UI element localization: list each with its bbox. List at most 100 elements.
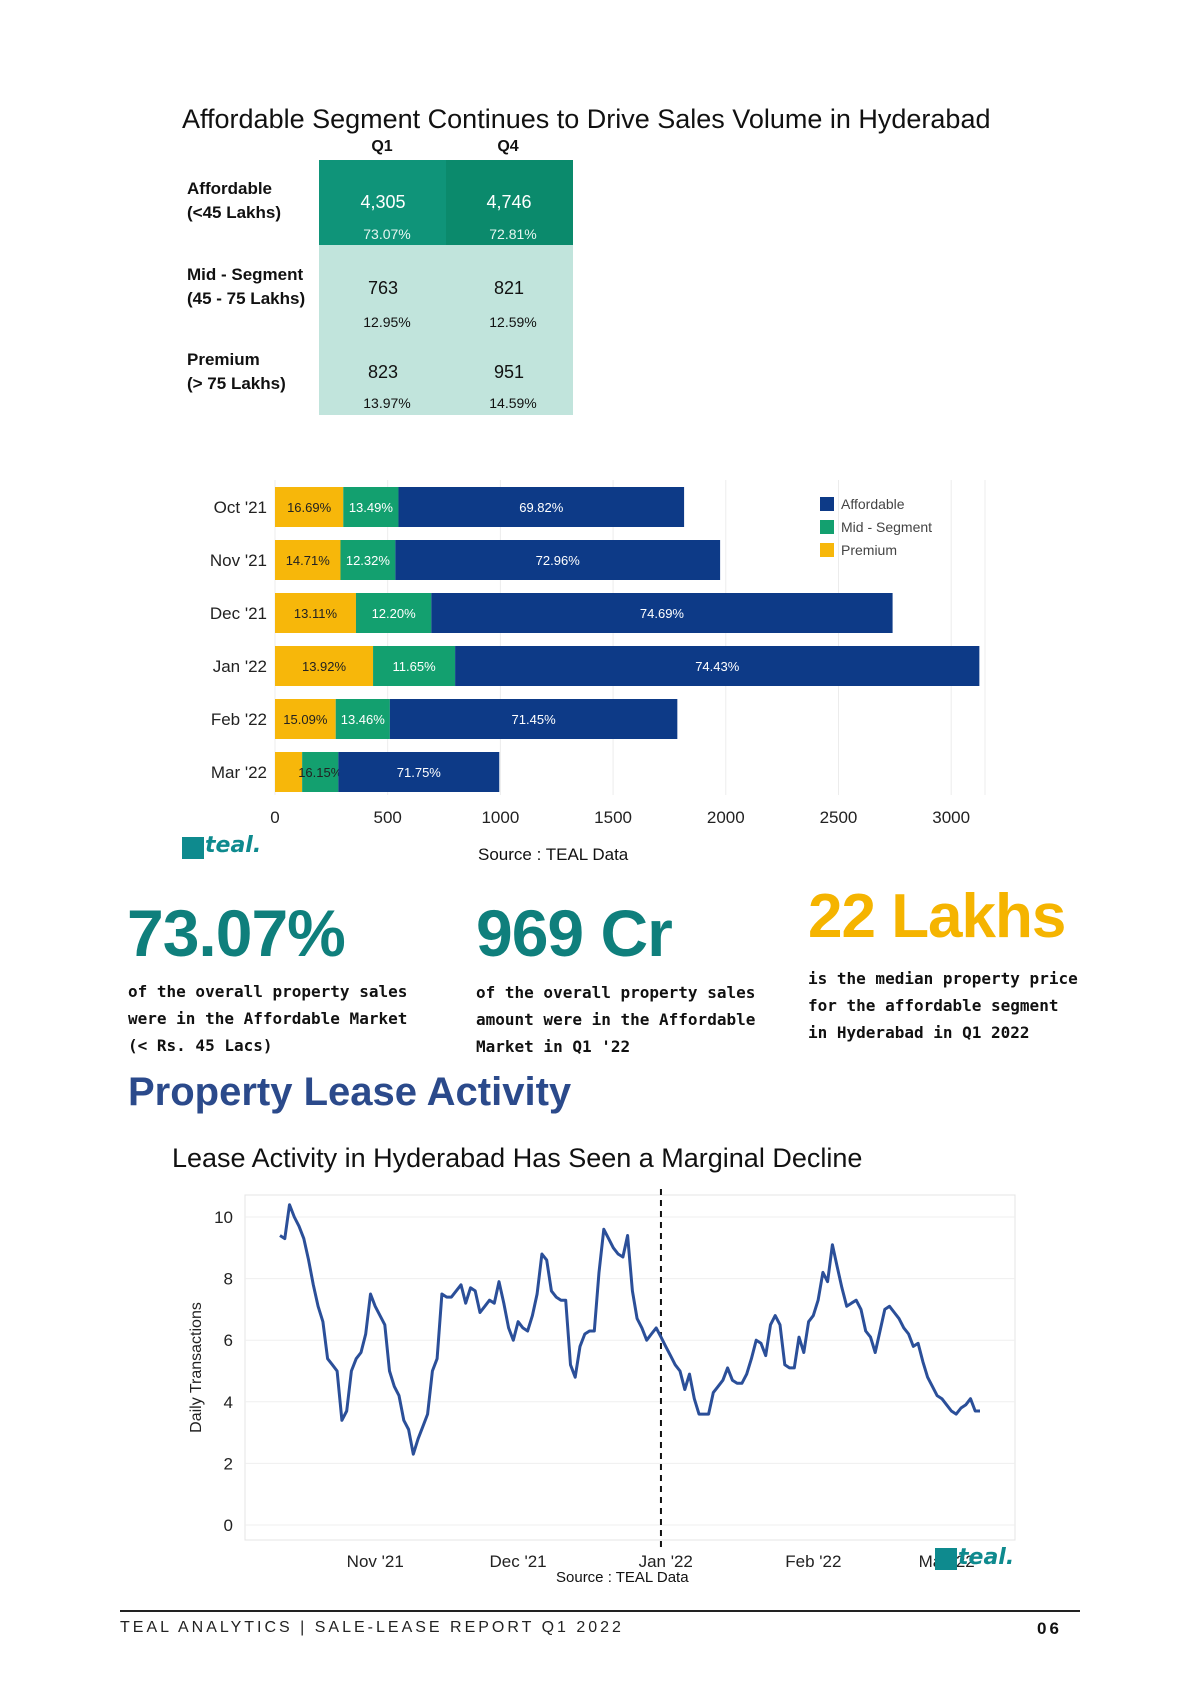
- table-cell-affordable-q1-bg: [319, 160, 446, 245]
- bar-chart-source: Source : TEAL Data: [478, 845, 629, 864]
- bar-xtick-label: 0: [270, 808, 279, 827]
- column-header-q4: Q4: [497, 138, 519, 155]
- bar-segment-affordable: [431, 593, 893, 633]
- legend-swatch: [820, 520, 834, 534]
- line-chart-source: Source : TEAL Data: [556, 1569, 689, 1586]
- bar-data-label: 71.45%: [512, 712, 557, 727]
- cell-mid-q4-pct: 12.59%: [489, 314, 537, 330]
- bar-data-label: 69.82%: [519, 500, 564, 515]
- bar-data-label: 13.11%: [294, 606, 338, 621]
- bar-segment-affordable: [398, 487, 685, 527]
- bar-category-label: Mar '22: [211, 763, 267, 782]
- line-ytick-label: 0: [224, 1516, 233, 1535]
- column-header-q1: Q1: [371, 138, 393, 155]
- bar-segment-premium: [275, 540, 341, 580]
- bar-segment-premium: [275, 646, 374, 686]
- stat-text-median-price: is the median property price for the aff…: [808, 969, 1078, 1042]
- bar-segment-mid-segment: [335, 699, 390, 739]
- table-light-bg: [319, 245, 573, 415]
- line-xtick-label: Jan '22: [639, 1552, 693, 1571]
- cell-premium-q1: 823: [367, 362, 399, 382]
- bar-segment-premium: [275, 593, 356, 633]
- line-ytick-label: 2: [224, 1454, 233, 1473]
- legend-label: Affordable: [841, 496, 905, 512]
- line-chart-title: Lease Activity in Hyderabad Has Seen a M…: [172, 1143, 863, 1173]
- line-ytick-label: 6: [224, 1331, 233, 1350]
- bar-xtick-label: 1500: [594, 808, 632, 827]
- bar-data-label: 74.69%: [640, 606, 685, 621]
- bar-segment-premium: [275, 487, 344, 527]
- bar-segment-affordable: [338, 752, 500, 792]
- teal-logo-icon: [182, 837, 204, 859]
- bar-data-label: 13.49%: [349, 500, 394, 515]
- line-xtick-label: Feb '22: [785, 1552, 841, 1571]
- bar-data-label: 14.71%: [286, 553, 331, 568]
- bar-data-label: 15.09%: [283, 712, 328, 727]
- page-number: 06: [1037, 1619, 1062, 1638]
- legend-label: Premium: [841, 542, 897, 558]
- cell-affordable-q4-pct: 72.81%: [489, 226, 537, 242]
- teal-logo-icon-2: [935, 1548, 957, 1570]
- bar-segment-affordable: [395, 540, 721, 580]
- line-ytick-label: 8: [224, 1270, 233, 1289]
- cell-mid-q1: 763: [367, 278, 399, 298]
- legend-swatch: [820, 497, 834, 511]
- bar-segment-affordable: [455, 646, 980, 686]
- row-label-mid-segment: Mid - Segment (45 - 75 Lakhs): [187, 265, 306, 308]
- bar-category-label: Nov '21: [210, 551, 267, 570]
- stat-value-median-price: 22 Lakhs: [808, 882, 1066, 951]
- cell-premium-q4: 951: [493, 362, 525, 382]
- bar-data-label: 12.20%: [372, 606, 417, 621]
- section-title: Property Lease Activity: [128, 1070, 572, 1114]
- bar-category-label: Jan '22: [213, 657, 267, 676]
- legend-label: Mid - Segment: [841, 519, 932, 535]
- stat-text-sales-amount: of the overall property sales amount wer…: [476, 983, 756, 1056]
- bar-xtick-label: 2000: [707, 808, 745, 827]
- cell-affordable-q1: 4,305: [360, 192, 406, 212]
- line-xtick-label: Dec '21: [490, 1552, 547, 1571]
- stat-value-sales-amount: 969 Cr: [476, 896, 673, 970]
- bar-segment-premium: [275, 699, 336, 739]
- bar-data-label: 13.46%: [341, 712, 386, 727]
- bar-segment-mid-segment: [302, 752, 339, 792]
- bar-data-label: 13.92%: [302, 659, 347, 674]
- bar-data-label: 12.32%: [346, 553, 391, 568]
- bar-xtick-label: 3000: [932, 808, 970, 827]
- table-title: Affordable Segment Continues to Drive Sa…: [182, 104, 991, 134]
- bar-xtick-label: 1000: [481, 808, 519, 827]
- line-xtick-label: Nov '21: [347, 1552, 404, 1571]
- stacked-bar-chart: 0 500 1000 1500 2000 2500 3000 Oct '21 16.69% 13.…: [210, 480, 986, 827]
- bar-segment-mid-segment: [355, 593, 432, 633]
- bar-segment-mid-segment: [373, 646, 456, 686]
- bar-category-label: Oct '21: [214, 498, 267, 517]
- stat-text-affordable-share: of the overall property sales were in th…: [128, 982, 408, 1055]
- stat-value-affordable-share: 73.07%: [127, 896, 346, 970]
- bar-category-label: Dec '21: [210, 604, 267, 623]
- bar-segment-premium: [275, 752, 303, 792]
- teal-logo-text-2: teal.: [958, 1545, 1015, 1570]
- bar-data-label: 16.69%: [287, 500, 332, 515]
- line-ylabel: Daily Transactions: [188, 1302, 205, 1433]
- bar-data-label: 74.43%: [695, 659, 740, 674]
- bar-xtick-label: 2500: [820, 808, 858, 827]
- cell-mid-q4: 821: [493, 278, 525, 298]
- bar-data-label: 72.96%: [536, 553, 581, 568]
- bar-data-label: 11.65%: [393, 659, 437, 674]
- bar-category-label: Feb '22: [211, 710, 267, 729]
- line-ytick-label: 4: [224, 1393, 233, 1412]
- cell-affordable-q4: 4,746: [486, 192, 532, 212]
- bar-segment-mid-segment: [343, 487, 399, 527]
- legend-swatch: [820, 543, 834, 557]
- footer-rule: [120, 1610, 1080, 1612]
- table-cell-affordable-q4-bg: [446, 160, 573, 245]
- row-label-premium: Premium (> 75 Lakhs): [187, 350, 286, 393]
- teal-logo-text: teal.: [205, 833, 262, 858]
- line-series-daily-transactions: [279, 1203, 980, 1456]
- bar-data-label: 16.15%: [298, 765, 343, 780]
- bar-xtick-label: 500: [374, 808, 402, 827]
- line-ytick-label: 10: [214, 1208, 233, 1227]
- bar-data-label: 71.75%: [397, 765, 442, 780]
- cell-mid-q1-pct: 12.95%: [363, 314, 411, 330]
- bar-segment-mid-segment: [340, 540, 396, 580]
